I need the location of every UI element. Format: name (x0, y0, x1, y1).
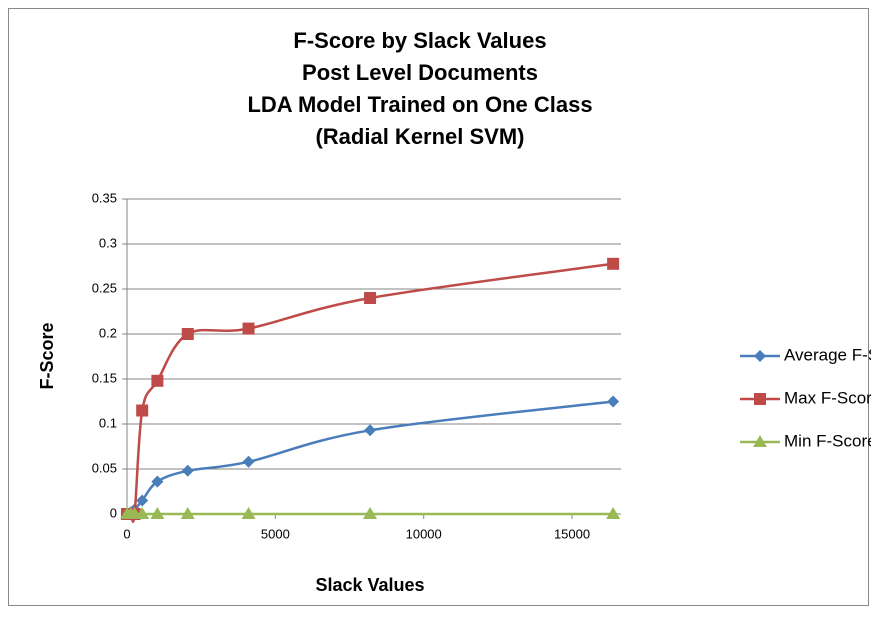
legend-marker (754, 350, 766, 362)
y-axis-title: F-Score (37, 322, 57, 389)
chart-title: Post Level Documents (302, 60, 538, 85)
data-point (364, 424, 377, 437)
legend-label: Average F-Score (784, 345, 871, 364)
data-point (136, 494, 149, 507)
data-point (241, 507, 256, 519)
data-point (242, 455, 255, 468)
y-tick-label: 0.15 (92, 370, 117, 385)
y-tick-label: 0.1 (99, 415, 117, 430)
chart-title: F-Score by Slack Values (293, 28, 546, 53)
data-point (607, 257, 620, 270)
x-tick-label: 5000 (261, 526, 290, 541)
data-point (181, 464, 194, 477)
x-tick-label: 0 (123, 526, 130, 541)
data-point (150, 507, 165, 519)
x-tick-label: 15000 (554, 526, 590, 541)
data-point (135, 507, 150, 519)
x-axis-title: Slack Values (315, 575, 424, 595)
chart-title: (Radial Kernel SVM) (315, 124, 524, 149)
chart-frame (8, 8, 869, 606)
data-point (607, 395, 620, 408)
data-point (606, 507, 621, 519)
data-point (136, 404, 149, 417)
legend-label: Max F-Score (784, 388, 871, 407)
legend-label: Min F-Score (784, 431, 871, 450)
data-point (363, 507, 378, 519)
y-tick-label: 0.2 (99, 325, 117, 340)
y-tick-label: 0.3 (99, 235, 117, 250)
legend-marker (753, 435, 767, 447)
data-point (181, 328, 194, 340)
chart-title: LDA Model Trained on One Class (247, 92, 592, 117)
x-tick-label: 10000 (406, 526, 442, 541)
data-point (151, 475, 164, 488)
data-point (364, 292, 377, 304)
legend-marker (754, 393, 766, 405)
y-tick-label: 0 (110, 505, 117, 520)
y-tick-label: 0.25 (92, 280, 117, 295)
series-line (127, 262, 614, 523)
y-tick-label: 0.05 (92, 460, 117, 475)
data-point (151, 374, 164, 387)
y-tick-label: 0.35 (92, 190, 117, 205)
data-point (180, 507, 195, 519)
data-point (242, 322, 255, 335)
